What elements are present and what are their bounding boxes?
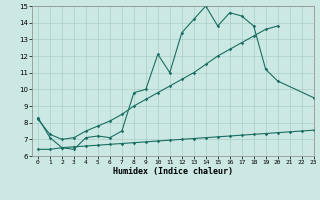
- X-axis label: Humidex (Indice chaleur): Humidex (Indice chaleur): [113, 167, 233, 176]
